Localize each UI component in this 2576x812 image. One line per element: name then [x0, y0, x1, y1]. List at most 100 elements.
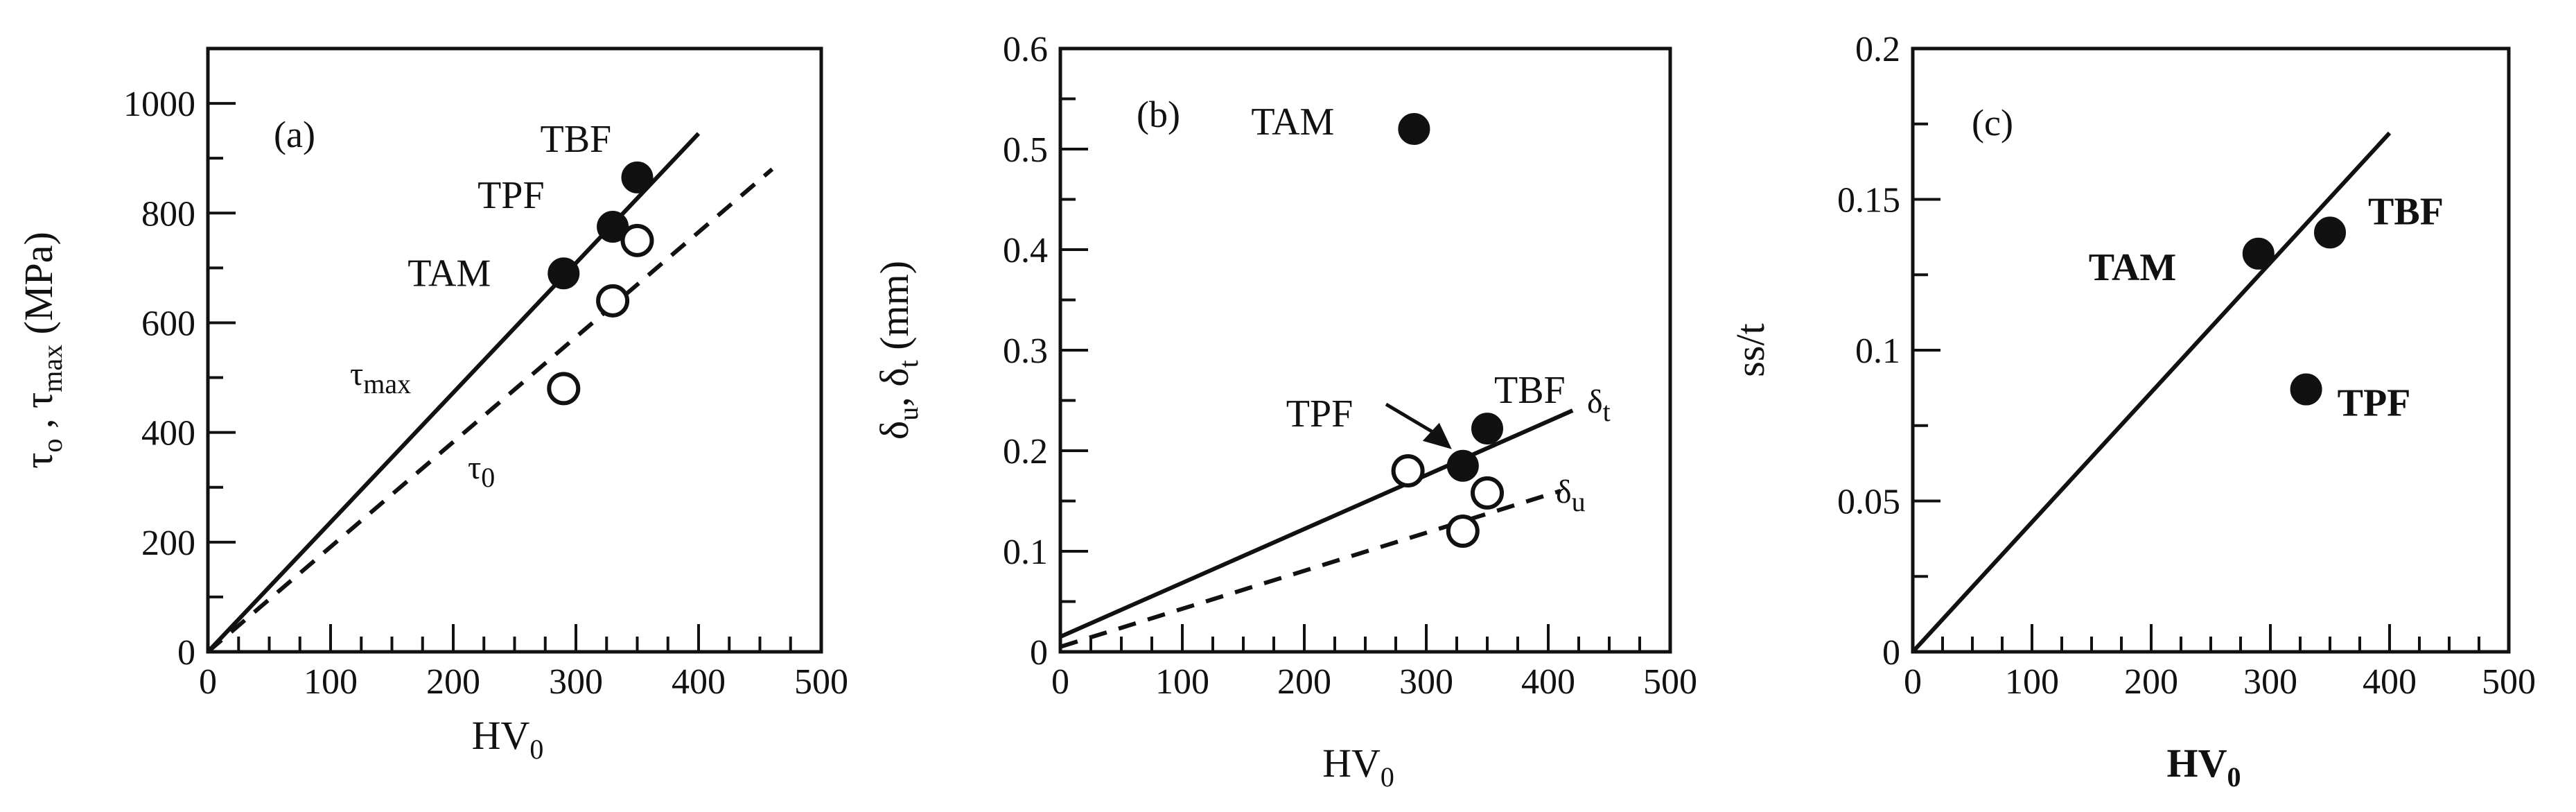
point-label-tpf: TPF	[2338, 382, 2411, 425]
x-axis-title: HV0	[2167, 741, 2241, 793]
y-tick-label: 600	[141, 304, 195, 343]
x-tick-label: 400	[1521, 662, 1575, 702]
line-label-sub: max	[363, 368, 411, 399]
y-tick-label: 0.2	[1855, 30, 1900, 69]
data-point-tam	[1398, 113, 1430, 145]
point-label-tam: TAM	[408, 252, 491, 295]
y-tick-label: 400	[141, 414, 195, 453]
x-tick-label: 0	[199, 662, 217, 702]
y-axis-title-main: , δ	[872, 368, 917, 406]
fit-line-δu	[1060, 489, 1561, 649]
y-axis-title: τo , τmax (MPa)	[16, 232, 68, 469]
x-tick-label: 300	[1399, 662, 1453, 702]
x-tick-label: 200	[2124, 662, 2178, 702]
point-label-tam: TAM	[1251, 101, 1334, 144]
x-tick-label: 0	[1904, 662, 1922, 702]
data-point-tam	[547, 257, 580, 290]
line-label-main: δ	[1587, 383, 1603, 420]
point-label-tpf: TPF	[1286, 392, 1353, 435]
y-tick-label: 0	[177, 633, 195, 673]
x-axis-title-main: HV	[472, 713, 530, 758]
x-tick-label: 300	[2243, 662, 2297, 702]
y-tick-label: 0.4	[1003, 231, 1048, 270]
fit-line-fit	[1911, 131, 2392, 654]
data-point-u	[1391, 454, 1425, 487]
panel-c: 0 100 200 300 400 50000.050.10.150.2HV0ss/t(c…	[1728, 30, 2536, 793]
data-point-tpf	[1446, 449, 1479, 482]
point-label-tbf: TBF	[1494, 369, 1566, 412]
y-tick-label: 0.05	[1837, 483, 1900, 522]
y-tick-label: 0.15	[1837, 181, 1900, 221]
fit-line-τ0	[207, 167, 774, 654]
x-tick-label: 100	[2005, 662, 2059, 702]
x-axis-title-main: HV	[1322, 741, 1381, 786]
y-tick-label: 0	[1882, 633, 1900, 673]
line-label-main: τ	[468, 449, 481, 486]
x-tick-label: 500	[1643, 662, 1697, 702]
y-axis-title-sub: o	[37, 439, 68, 453]
y-tick-label: 0.3	[1003, 331, 1048, 371]
y-axis-title-main: δ	[872, 421, 917, 440]
data-point-tpf	[597, 211, 629, 243]
y-tick-label: 0.1	[1003, 533, 1048, 572]
point-label-tbf: TBF	[541, 118, 612, 161]
y-axis-title-sub: t	[893, 360, 924, 368]
x-tick-label: 500	[2482, 662, 2536, 702]
data-point-tbf	[2314, 216, 2346, 249]
y-tick-label: 0.1	[1855, 331, 1900, 371]
y-axis-title-main: (MPa)	[16, 232, 61, 345]
x-axis-title-sub: 0	[2227, 761, 2241, 793]
line-label-sub: 0	[481, 462, 495, 493]
y-tick-label: 800	[141, 194, 195, 234]
x-tick-label: 300	[549, 662, 603, 702]
y-axis-title: ss/t	[1728, 323, 1773, 377]
x-tick-label: 200	[426, 662, 480, 702]
line-label: δu	[1556, 474, 1586, 517]
x-tick-label: 0	[1051, 662, 1069, 702]
y-tick-label: 1000	[123, 85, 195, 124]
y-axis-title-main: (mm)	[872, 261, 917, 360]
data-point-tbf	[621, 161, 654, 193]
line-label: δt	[1587, 383, 1611, 427]
point-label-tam: TAM	[2089, 246, 2177, 289]
line-label: τmax	[350, 356, 411, 399]
tpf-arrow-head	[1422, 422, 1452, 449]
line-label: τ0	[468, 449, 495, 493]
panel-label: (a)	[274, 114, 315, 155]
x-tick-label: 100	[1155, 662, 1209, 702]
y-tick-label: 0.6	[1003, 30, 1048, 69]
x-tick-label: 100	[304, 662, 358, 702]
point-label-tpf: TPF	[477, 174, 545, 217]
y-axis-title-main: , τ	[16, 392, 61, 439]
data-point-u	[1446, 515, 1480, 548]
y-tick-label: 0.5	[1003, 130, 1048, 170]
x-tick-label: 500	[794, 662, 848, 702]
x-tick-label: 200	[1277, 662, 1331, 702]
y-axis-title-main: τ	[16, 453, 61, 469]
y-axis-title: δu, δt (mm)	[872, 261, 924, 440]
plot-frame	[1058, 46, 1672, 654]
y-tick-label: 200	[141, 524, 195, 563]
line-label-sub: u	[1572, 486, 1586, 517]
fit-line-τmax	[206, 132, 701, 654]
x-axis-title: HV0	[1322, 741, 1394, 793]
data-point-tam	[2242, 237, 2275, 270]
data-point-tpf	[2290, 373, 2322, 406]
x-tick-label: 400	[2363, 662, 2417, 702]
panel-label: (b)	[1137, 94, 1180, 135]
x-tick-label: 400	[672, 662, 726, 702]
data-point-0	[596, 284, 630, 318]
x-axis-title-sub: 0	[1381, 761, 1394, 793]
data-point-0	[620, 223, 654, 257]
x-axis-title-main: HV	[2167, 741, 2227, 786]
x-axis-title: HV0	[472, 713, 544, 765]
panel-label: (c)	[1972, 102, 2013, 144]
panel-b: 0 100 200 300 400 50000.10.20.30.40.50.6HV0δu…	[872, 30, 1697, 793]
y-tick-label: 0.2	[1003, 432, 1048, 472]
line-label-main: δ	[1556, 474, 1572, 510]
y-axis-title-sub: u	[893, 407, 924, 421]
line-label-sub: t	[1603, 396, 1611, 427]
fit-line-δt	[1059, 408, 1574, 639]
